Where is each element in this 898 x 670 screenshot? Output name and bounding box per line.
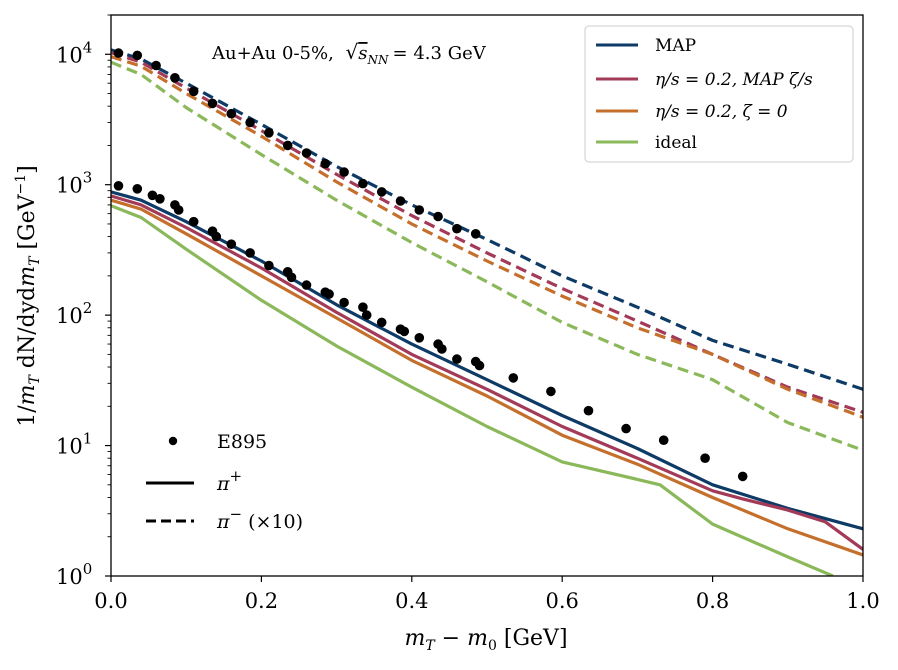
annotation-system: Au+Au 0-5%,: [211, 43, 334, 64]
data-point-piminus: [264, 128, 274, 138]
data-point-piplus: [339, 297, 349, 308]
annotation-sqrt: √: [346, 40, 359, 64]
data-point-piplus: [474, 360, 485, 371]
data-point-piplus: [361, 310, 372, 320]
data-points-layer: [113, 48, 748, 482]
x-tick-label: 0.6: [545, 589, 578, 613]
x-axis-title: mT − m0 [GeV]: [404, 626, 567, 654]
annotation-sub: NN: [367, 53, 390, 67]
data-point-piminus: [151, 60, 161, 71]
data-point-piminus: [414, 205, 425, 215]
series-line-0: [111, 190, 863, 531]
annotation-s: s: [358, 43, 367, 64]
data-point-piplus: [211, 231, 222, 242]
data-point-piminus: [339, 167, 349, 177]
data-point-piplus: [700, 453, 710, 464]
y-tick-label: 102: [56, 299, 92, 328]
data-point-piminus: [470, 229, 481, 239]
data-point-piplus: [546, 386, 556, 397]
data-point-piminus: [301, 148, 312, 158]
data-point-piplus: [437, 344, 447, 354]
legend-species: E895 π+ π− (×10): [146, 431, 303, 533]
data-point-piminus: [132, 50, 143, 61]
data-point-piminus: [170, 73, 180, 83]
x-tick-label: 0.4: [395, 589, 428, 613]
y-tick-label: 103: [56, 169, 92, 198]
series-line-6: [111, 55, 863, 419]
legend-label-e895: E895: [217, 431, 267, 453]
legend-models: MAP η/s = 0.2, MAP ζ/s η/s = 0.2, ζ = 0 …: [584, 25, 854, 163]
data-point-piplus: [264, 260, 274, 271]
data-point-piplus: [188, 216, 199, 227]
legend-marker-e895: [168, 436, 178, 446]
data-point-piminus: [376, 187, 387, 197]
data-point-piplus: [658, 435, 669, 446]
plot-frame: [110, 14, 864, 577]
data-point-piplus: [286, 272, 297, 283]
ticks-layer: 0.0 0.2 0.4 0.6 0.8 1.0 100 101 102 103 104: [56, 14, 880, 613]
series-line-2: [111, 198, 863, 557]
x-tick-label: 0.0: [94, 589, 127, 613]
y-tick-label: 101: [56, 430, 92, 459]
series-line-3: [111, 204, 834, 576]
data-point-piplus: [452, 354, 462, 364]
legend-label-eta-zeta0: η/s = 0.2, ζ = 0: [655, 102, 788, 122]
data-point-piplus: [147, 190, 158, 201]
annotation-equals: = 4.3 GeV: [393, 43, 487, 64]
data-point-piminus: [320, 158, 331, 169]
data-point-piminus: [207, 98, 218, 109]
data-point-piplus: [113, 181, 124, 191]
x-tick-label: 1.0: [846, 589, 879, 613]
data-point-piminus: [113, 48, 124, 58]
data-point-piminus: [188, 86, 199, 97]
x-tick-label: 0.2: [245, 589, 278, 613]
series-line-7: [111, 60, 863, 452]
data-point-piplus: [737, 471, 748, 482]
data-point-piminus: [395, 196, 406, 206]
data-point-piplus: [376, 317, 387, 328]
data-point-piplus: [414, 333, 425, 343]
data-point-piminus: [358, 178, 368, 189]
data-point-piplus: [245, 248, 255, 258]
data-point-piplus: [621, 423, 631, 434]
legend-label-map: MAP: [655, 36, 696, 56]
data-point-piplus: [583, 405, 594, 416]
annotation: Au+Au 0-5%, √sNN = 4.3 GeV: [211, 40, 487, 67]
legend-label-piminus: π− (×10): [216, 505, 303, 533]
data-point-piminus: [282, 140, 293, 151]
data-point-piplus: [301, 280, 312, 290]
series-line-1: [111, 194, 863, 551]
data-point-piplus: [155, 194, 165, 204]
y-tick-label: 104: [56, 38, 92, 67]
data-point-piplus: [324, 289, 334, 299]
legend-models-box: [584, 25, 854, 163]
data-point-piminus: [433, 211, 443, 222]
data-point-piplus: [358, 302, 368, 313]
series-layer: [111, 48, 863, 576]
legend-label-piplus: π+: [216, 467, 242, 495]
data-point-piminus: [245, 117, 255, 128]
data-point-piplus: [226, 239, 237, 249]
data-point-piminus: [452, 223, 462, 234]
data-point-piplus: [399, 326, 410, 337]
data-point-piplus: [173, 205, 184, 215]
data-point-piminus: [226, 108, 237, 119]
x-tick-label: 0.8: [696, 589, 729, 613]
y-axis-title: 1/mT dN/dydmT [GeV−1]: [13, 165, 43, 427]
data-point-piplus: [132, 184, 143, 194]
legend-label-ideal: ideal: [655, 133, 697, 153]
data-point-piplus: [508, 373, 519, 383]
legend-label-eta-map-zeta: η/s = 0.2, MAP ζ/s: [655, 70, 813, 90]
y-tick-label: 100: [56, 560, 92, 589]
